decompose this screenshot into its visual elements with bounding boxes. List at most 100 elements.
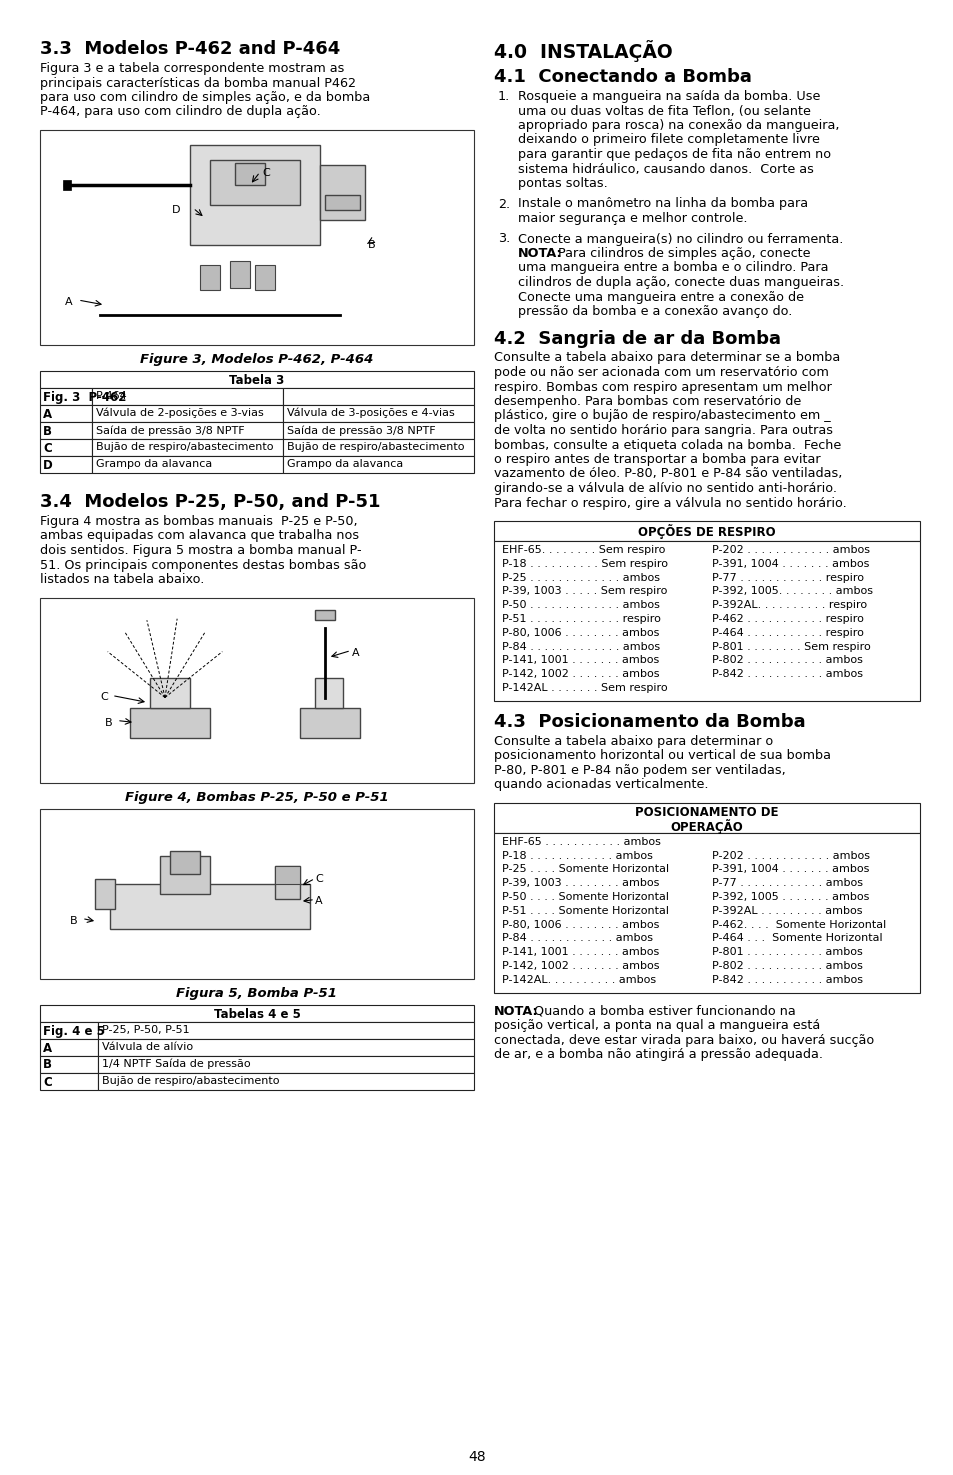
Bar: [40, 372, 474, 388]
Text: girando-se a válvula de alívio no sentido anti-horário.: girando-se a válvula de alívio no sentid…: [494, 482, 836, 496]
Text: POSICIONAMENTO DE: POSICIONAMENTO DE: [635, 805, 778, 819]
Text: P-462 . . . . . . . . . . . respiro: P-462 . . . . . . . . . . . respiro: [711, 614, 863, 624]
Bar: [160, 855, 210, 894]
Text: P-18 . . . . . . . . . . Sem respiro: P-18 . . . . . . . . . . Sem respiro: [501, 559, 667, 569]
Text: Válvula de alívio: Válvula de alívio: [102, 1041, 193, 1052]
Text: pressão da bomba e a conexão avanço do.: pressão da bomba e a conexão avanço do.: [517, 305, 792, 319]
Text: C: C: [314, 873, 322, 884]
Text: B: B: [368, 240, 375, 249]
Bar: [40, 388, 91, 406]
Text: cilindros de dupla ação, conecte duas mangueiras.: cilindros de dupla ação, conecte duas ma…: [517, 276, 843, 289]
Bar: [40, 808, 474, 978]
Bar: [40, 130, 474, 345]
Text: 4.3  Posicionamento da Bomba: 4.3 Posicionamento da Bomba: [494, 712, 804, 730]
Bar: [40, 1072, 98, 1090]
Text: NOTA:: NOTA:: [494, 1004, 538, 1018]
Text: vazamento de óleo. P-80, P-801 e P-84 são ventiladas,: vazamento de óleo. P-80, P-801 e P-84 sã…: [494, 468, 841, 481]
Text: conectada, deve estar virada para baixo, ou haverá sucção: conectada, deve estar virada para baixo,…: [494, 1034, 873, 1047]
Text: Válvula de 2-posições e 3-vias: Válvula de 2-posições e 3-vias: [96, 409, 263, 419]
Bar: [210, 159, 299, 205]
Text: Consulte a tabela abaixo para determinar se a bomba: Consulte a tabela abaixo para determinar…: [494, 351, 840, 364]
Bar: [170, 851, 200, 873]
Text: OPERAÇÃO: OPERAÇÃO: [670, 819, 742, 833]
Text: P-141, 1001 . . . . . . . ambos: P-141, 1001 . . . . . . . ambos: [501, 947, 659, 957]
Text: OPÇÕES DE RESPIRO: OPÇÕES DE RESPIRO: [638, 524, 775, 538]
Text: P-77 . . . . . . . . . . . . respiro: P-77 . . . . . . . . . . . . respiro: [711, 572, 863, 583]
Text: P-842 . . . . . . . . . . . ambos: P-842 . . . . . . . . . . . ambos: [711, 670, 862, 678]
Text: quando acionadas verticalmente.: quando acionadas verticalmente.: [494, 779, 708, 791]
Text: Válvula de 3-posições e 4-vias: Válvula de 3-posições e 4-vias: [287, 409, 455, 419]
Bar: [254, 266, 274, 291]
Text: C: C: [43, 1075, 51, 1089]
Text: Para fechar o respiro, gire a válvula no sentido horário.: Para fechar o respiro, gire a válvula no…: [494, 497, 846, 509]
Text: uma ou duas voltas de fita Teflon, (ou selante: uma ou duas voltas de fita Teflon, (ou s…: [517, 105, 810, 118]
Text: P-51 . . . . Somente Horizontal: P-51 . . . . Somente Horizontal: [501, 906, 668, 916]
Text: dois sentidos. Figura 5 mostra a bomba manual P-: dois sentidos. Figura 5 mostra a bomba m…: [40, 544, 361, 558]
Text: de ar, e a bomba não atingirá a pressão adequada.: de ar, e a bomba não atingirá a pressão …: [494, 1049, 822, 1061]
Bar: [150, 677, 190, 708]
Text: bombas, consulte a etiqueta colada na bomba.  Feche: bombas, consulte a etiqueta colada na bo…: [494, 438, 841, 451]
Text: Quando a bomba estiver funcionando na: Quando a bomba estiver funcionando na: [530, 1004, 795, 1018]
Text: Rosqueie a mangueira na saída da bomba. Use: Rosqueie a mangueira na saída da bomba. …: [517, 90, 820, 103]
Text: P-84 . . . . . . . . . . . . ambos: P-84 . . . . . . . . . . . . ambos: [501, 934, 652, 944]
Text: Fig. 3  P-462: Fig. 3 P-462: [43, 391, 126, 404]
Bar: [299, 708, 359, 738]
Text: P-202 . . . . . . . . . . . . ambos: P-202 . . . . . . . . . . . . ambos: [711, 544, 869, 555]
Bar: [91, 456, 283, 473]
Text: plástico, gire o bujão de respiro/abastecimento em _: plástico, gire o bujão de respiro/abaste…: [494, 410, 830, 422]
Bar: [91, 388, 283, 406]
Text: EHF-65 . . . . . . . . . . . ambos: EHF-65 . . . . . . . . . . . ambos: [501, 836, 660, 847]
Text: P-141, 1001 . . . . . . . ambos: P-141, 1001 . . . . . . . ambos: [501, 655, 659, 665]
Bar: [283, 440, 474, 456]
Text: NOTA:: NOTA:: [517, 246, 562, 260]
Text: listados na tabela abaixo.: listados na tabela abaixo.: [40, 572, 204, 586]
Bar: [494, 521, 919, 541]
Text: 1/4 NPTF Saída de pressão: 1/4 NPTF Saída de pressão: [102, 1059, 251, 1069]
Text: P-39, 1003 . . . . . . . . ambos: P-39, 1003 . . . . . . . . ambos: [501, 878, 659, 888]
Text: P-142AL . . . . . . . Sem respiro: P-142AL . . . . . . . Sem respiro: [501, 683, 667, 693]
Text: P-392, 1005 . . . . . . . ambos: P-392, 1005 . . . . . . . ambos: [711, 892, 868, 903]
Bar: [63, 180, 71, 190]
Bar: [283, 388, 474, 406]
Text: P-80, 1006 . . . . . . . . ambos: P-80, 1006 . . . . . . . . ambos: [501, 919, 659, 929]
Text: P-142, 1002 . . . . . . . ambos: P-142, 1002 . . . . . . . ambos: [501, 962, 659, 971]
Text: Conecte a mangueira(s) no cilindro ou ferramenta.: Conecte a mangueira(s) no cilindro ou fe…: [517, 233, 842, 245]
Text: 51. Os principais componentes destas bombas são: 51. Os principais componentes destas bom…: [40, 559, 366, 571]
Bar: [95, 879, 115, 909]
Text: Figura 5, Bomba P-51: Figura 5, Bomba P-51: [176, 987, 337, 1000]
Bar: [40, 1004, 474, 1022]
Text: P-392AL . . . . . . . . . ambos: P-392AL . . . . . . . . . ambos: [711, 906, 862, 916]
Text: B: B: [43, 1059, 52, 1071]
Text: Figura 4 mostra as bombas manuais  P-25 e P-50,: Figura 4 mostra as bombas manuais P-25 e…: [40, 515, 357, 528]
Bar: [319, 165, 365, 220]
Text: P-50 . . . . Somente Horizontal: P-50 . . . . Somente Horizontal: [501, 892, 668, 903]
Bar: [91, 422, 283, 440]
Bar: [494, 833, 919, 993]
Text: P-25, P-50, P-51: P-25, P-50, P-51: [102, 1025, 190, 1034]
Text: apropriado para rosca) na conexão da mangueira,: apropriado para rosca) na conexão da man…: [517, 119, 839, 131]
Text: P-80, 1006 . . . . . . . . ambos: P-80, 1006 . . . . . . . . ambos: [501, 628, 659, 637]
Text: Figure 4, Bombas P-25, P-50 e P-51: Figure 4, Bombas P-25, P-50 e P-51: [125, 791, 389, 804]
Text: 4.0  INSTALAÇÃO: 4.0 INSTALAÇÃO: [494, 40, 672, 62]
Text: Bujão de respiro/abastecimento: Bujão de respiro/abastecimento: [96, 442, 274, 451]
Text: B: B: [43, 425, 52, 438]
Text: 1.: 1.: [497, 90, 510, 103]
Text: B: B: [105, 717, 112, 727]
Text: de volta no sentido horário para sangria. Para outras: de volta no sentido horário para sangria…: [494, 423, 832, 437]
Text: posicionamento horizontal ou vertical de sua bomba: posicionamento horizontal ou vertical de…: [494, 749, 830, 763]
Text: respiro. Bombas com respiro apresentam um melhor: respiro. Bombas com respiro apresentam u…: [494, 381, 831, 394]
Text: sistema hidráulico, causando danos.  Corte as: sistema hidráulico, causando danos. Cort…: [517, 162, 813, 176]
Text: ambas equipadas com alavanca que trabalha nos: ambas equipadas com alavanca que trabalh…: [40, 530, 358, 543]
Bar: [494, 802, 919, 833]
Bar: [40, 1038, 98, 1056]
Text: D: D: [172, 205, 180, 215]
Bar: [190, 145, 319, 245]
Text: 48: 48: [468, 1450, 485, 1465]
Bar: [91, 440, 283, 456]
Text: 3.4  Modelos P-25, P-50, and P-51: 3.4 Modelos P-25, P-50, and P-51: [40, 493, 380, 510]
Text: posição vertical, a ponta na qual a mangueira está: posição vertical, a ponta na qual a mang…: [494, 1019, 820, 1032]
Bar: [200, 266, 220, 291]
Text: A: A: [43, 409, 52, 420]
Bar: [274, 866, 299, 898]
Bar: [40, 406, 91, 422]
